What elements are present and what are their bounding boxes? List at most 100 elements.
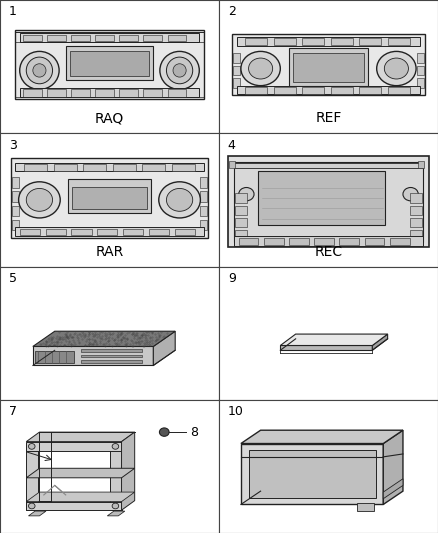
Bar bbox=[119, 89, 138, 96]
Bar bbox=[364, 238, 385, 245]
Text: REC: REC bbox=[314, 245, 343, 259]
Bar bbox=[81, 360, 142, 362]
Bar bbox=[23, 89, 42, 96]
Polygon shape bbox=[372, 334, 388, 350]
Bar bbox=[331, 38, 353, 45]
Bar bbox=[12, 206, 19, 216]
Polygon shape bbox=[26, 492, 135, 502]
Ellipse shape bbox=[33, 64, 46, 77]
Circle shape bbox=[112, 503, 119, 509]
Bar bbox=[24, 164, 47, 171]
Bar bbox=[110, 446, 122, 510]
Bar bbox=[47, 35, 66, 42]
Bar bbox=[236, 230, 247, 240]
Bar bbox=[388, 38, 410, 45]
Bar bbox=[293, 53, 364, 82]
Circle shape bbox=[112, 443, 119, 449]
Bar bbox=[302, 38, 324, 45]
Bar bbox=[410, 230, 421, 240]
Ellipse shape bbox=[20, 51, 59, 90]
Bar bbox=[236, 206, 247, 215]
Bar bbox=[245, 87, 267, 94]
Polygon shape bbox=[383, 430, 403, 504]
Ellipse shape bbox=[26, 57, 53, 84]
Bar bbox=[12, 191, 19, 202]
Bar bbox=[417, 53, 424, 63]
Bar bbox=[274, 38, 296, 45]
Bar bbox=[83, 164, 106, 171]
Bar bbox=[314, 238, 334, 245]
Bar bbox=[274, 87, 296, 94]
Text: RAR: RAR bbox=[95, 245, 124, 259]
Bar bbox=[46, 229, 66, 236]
Ellipse shape bbox=[166, 189, 193, 211]
Bar bbox=[239, 238, 258, 245]
Ellipse shape bbox=[26, 189, 53, 211]
Bar bbox=[35, 351, 74, 362]
Bar bbox=[71, 229, 92, 236]
Bar bbox=[410, 206, 421, 215]
Bar bbox=[144, 89, 162, 96]
Bar bbox=[359, 38, 381, 45]
Bar bbox=[95, 89, 114, 96]
Bar bbox=[388, 87, 410, 94]
Bar bbox=[15, 30, 204, 99]
Bar bbox=[175, 229, 195, 236]
Text: 5: 5 bbox=[9, 272, 17, 285]
Ellipse shape bbox=[384, 58, 408, 79]
Circle shape bbox=[159, 428, 169, 437]
Bar bbox=[302, 87, 324, 94]
Bar bbox=[15, 163, 204, 171]
Bar bbox=[331, 87, 353, 94]
Bar bbox=[20, 229, 40, 236]
Polygon shape bbox=[33, 346, 153, 366]
Bar bbox=[237, 86, 420, 94]
Ellipse shape bbox=[377, 51, 416, 86]
Bar bbox=[410, 218, 421, 228]
Bar bbox=[119, 35, 138, 42]
Bar bbox=[258, 171, 385, 224]
Ellipse shape bbox=[403, 188, 418, 201]
Ellipse shape bbox=[249, 58, 272, 79]
Bar bbox=[26, 502, 121, 510]
Bar bbox=[245, 38, 267, 45]
Bar bbox=[339, 238, 359, 245]
Bar bbox=[232, 34, 425, 95]
Bar bbox=[71, 35, 90, 42]
Bar bbox=[228, 156, 429, 247]
Text: 8: 8 bbox=[191, 426, 198, 439]
Bar bbox=[15, 228, 204, 236]
Bar bbox=[390, 238, 410, 245]
Bar bbox=[20, 33, 199, 42]
Bar bbox=[234, 163, 423, 167]
Bar bbox=[70, 51, 149, 76]
Text: RAQ: RAQ bbox=[95, 111, 124, 125]
Polygon shape bbox=[383, 479, 403, 499]
Bar bbox=[233, 66, 240, 75]
Polygon shape bbox=[107, 511, 125, 516]
Bar bbox=[95, 35, 114, 42]
Bar bbox=[418, 161, 424, 168]
Bar bbox=[417, 66, 424, 75]
Bar bbox=[233, 53, 240, 63]
Bar bbox=[142, 164, 166, 171]
Bar bbox=[410, 193, 421, 203]
Bar bbox=[200, 206, 207, 216]
Ellipse shape bbox=[239, 188, 254, 201]
Bar bbox=[200, 191, 207, 202]
Text: 2: 2 bbox=[228, 5, 236, 18]
Bar bbox=[289, 47, 368, 86]
Polygon shape bbox=[280, 334, 388, 345]
Polygon shape bbox=[153, 331, 175, 366]
Bar bbox=[11, 158, 208, 238]
Polygon shape bbox=[33, 331, 175, 346]
Bar bbox=[66, 46, 153, 80]
Bar bbox=[26, 442, 121, 451]
Circle shape bbox=[28, 443, 35, 449]
Bar bbox=[12, 177, 19, 188]
Bar bbox=[200, 220, 207, 230]
Bar bbox=[71, 89, 90, 96]
Text: 9: 9 bbox=[228, 272, 236, 285]
Bar bbox=[234, 236, 423, 246]
Bar bbox=[289, 238, 309, 245]
